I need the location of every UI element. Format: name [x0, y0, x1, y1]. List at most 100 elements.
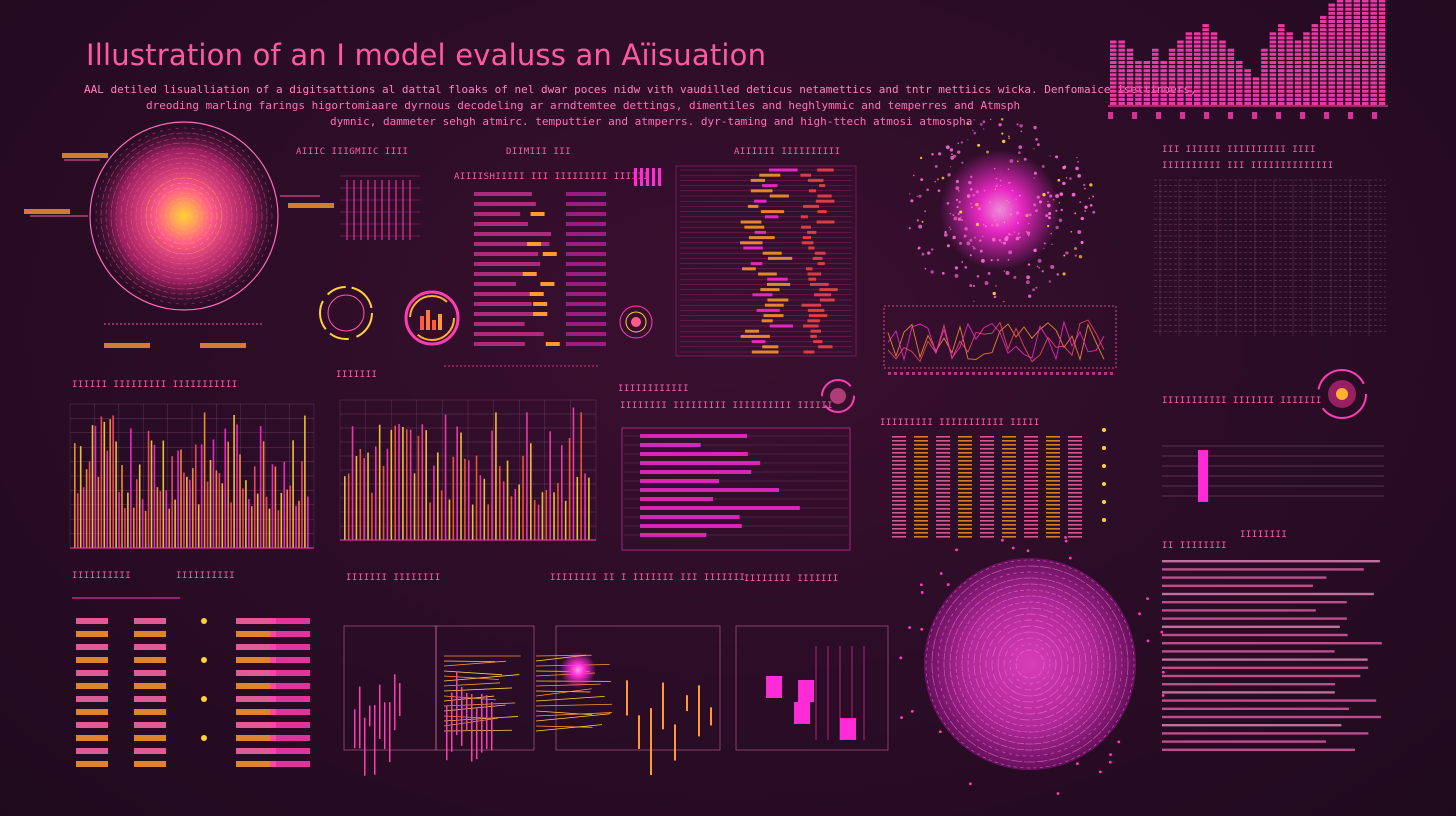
particle — [981, 235, 984, 238]
particle — [1049, 194, 1053, 198]
histogram-cell — [1286, 52, 1293, 56]
list-value — [742, 267, 756, 271]
text-line — [1162, 609, 1316, 612]
histogram-cell — [1185, 81, 1193, 85]
list-value — [769, 324, 793, 328]
particle — [1019, 124, 1023, 128]
histogram-cell — [1135, 93, 1142, 97]
histogram-cell — [1168, 102, 1176, 105]
column-cell — [958, 492, 972, 494]
histogram-cell — [1185, 48, 1193, 52]
histogram-cell — [1244, 97, 1251, 101]
column-cell — [1024, 456, 1038, 458]
line-axis-tick — [1014, 372, 1017, 375]
column-cell — [980, 500, 994, 502]
histogram-cell — [1336, 61, 1344, 64]
histogram-cell — [1378, 97, 1386, 101]
particle — [997, 201, 999, 204]
column-cell — [958, 524, 972, 526]
column-cell — [1046, 504, 1060, 506]
panel-vertical-list — [634, 165, 857, 357]
list-marker — [640, 168, 643, 186]
list-value — [816, 220, 835, 224]
panel-bar — [359, 686, 361, 749]
histogram-cell — [1126, 69, 1134, 73]
chart-bar — [256, 493, 259, 548]
column-cell — [980, 480, 994, 482]
histogram-cell — [1345, 102, 1352, 105]
particle — [972, 247, 976, 250]
list-value — [761, 319, 773, 323]
histogram-cell — [1286, 48, 1293, 52]
panel-label-12: IIIIIIIIIII IIIIIII IIIIIII — [1162, 396, 1322, 406]
particle — [1046, 203, 1051, 208]
particle — [998, 123, 1002, 127]
particle — [1041, 165, 1045, 168]
column-cell — [1046, 488, 1060, 490]
column-table-right — [892, 428, 1106, 538]
text-line — [1162, 658, 1368, 661]
histogram-cell — [1303, 44, 1310, 48]
particle — [970, 202, 972, 205]
table-line — [474, 332, 544, 336]
column-cell — [958, 520, 972, 522]
list-value — [817, 168, 834, 172]
histogram-cell — [1345, 20, 1352, 23]
histogram-cell — [1311, 48, 1319, 52]
column-cell — [1002, 440, 1016, 442]
list-value — [752, 293, 773, 297]
particle — [1062, 165, 1066, 170]
histogram-cell — [1143, 102, 1151, 105]
hbar — [640, 470, 752, 474]
histogram-cell — [1370, 97, 1377, 101]
hbar-frame — [621, 427, 851, 551]
num-cell — [134, 761, 166, 767]
table-cell — [529, 292, 544, 296]
column-cell — [958, 464, 972, 466]
histogram-cell — [1168, 69, 1176, 73]
column-cell — [1024, 440, 1038, 442]
text-line — [1162, 576, 1327, 579]
histogram-cell — [1303, 81, 1310, 85]
histogram-cell — [1227, 85, 1235, 89]
histogram-cell — [1336, 48, 1344, 52]
chart-bar — [224, 428, 227, 548]
histogram-cell — [1177, 89, 1184, 93]
num-cell — [236, 748, 276, 754]
histogram-cell — [1278, 44, 1285, 48]
histogram-cell — [1110, 97, 1117, 101]
panel-label-15: IIIIIII IIIIIIII — [346, 573, 441, 583]
particle — [982, 223, 985, 226]
particle — [1036, 195, 1040, 199]
histogram-cell — [1261, 52, 1268, 56]
particle — [1033, 177, 1035, 179]
histogram-cell — [1303, 61, 1310, 64]
histogram-cell — [1227, 69, 1235, 73]
particle — [971, 206, 973, 209]
column-cell — [936, 532, 950, 534]
chart-bar — [144, 510, 147, 548]
particle — [943, 233, 948, 237]
histogram-cell — [1126, 65, 1134, 69]
orb-dot — [899, 656, 903, 660]
histogram-cell — [1362, 69, 1369, 73]
histogram-cell — [1278, 40, 1285, 44]
particle — [1020, 130, 1023, 133]
line-axis-tick — [1074, 372, 1077, 375]
orb-ring — [135, 167, 233, 265]
panel-bar — [481, 693, 483, 753]
chart-bar — [499, 466, 501, 540]
num-cell — [270, 748, 310, 754]
list-value — [803, 204, 819, 208]
orb-dot — [938, 730, 942, 734]
histogram-cell — [1185, 97, 1193, 101]
panel-label-18: IIIIIIII — [1240, 530, 1288, 540]
hbar — [640, 452, 748, 456]
orb-ring — [979, 613, 1081, 715]
histogram-cell — [1353, 73, 1361, 77]
histogram-cell — [1353, 102, 1361, 105]
histogram-cell — [1320, 102, 1327, 105]
histogram-cell — [1143, 73, 1151, 77]
histogram-cell — [1328, 3, 1335, 7]
chart-bar — [180, 449, 182, 548]
